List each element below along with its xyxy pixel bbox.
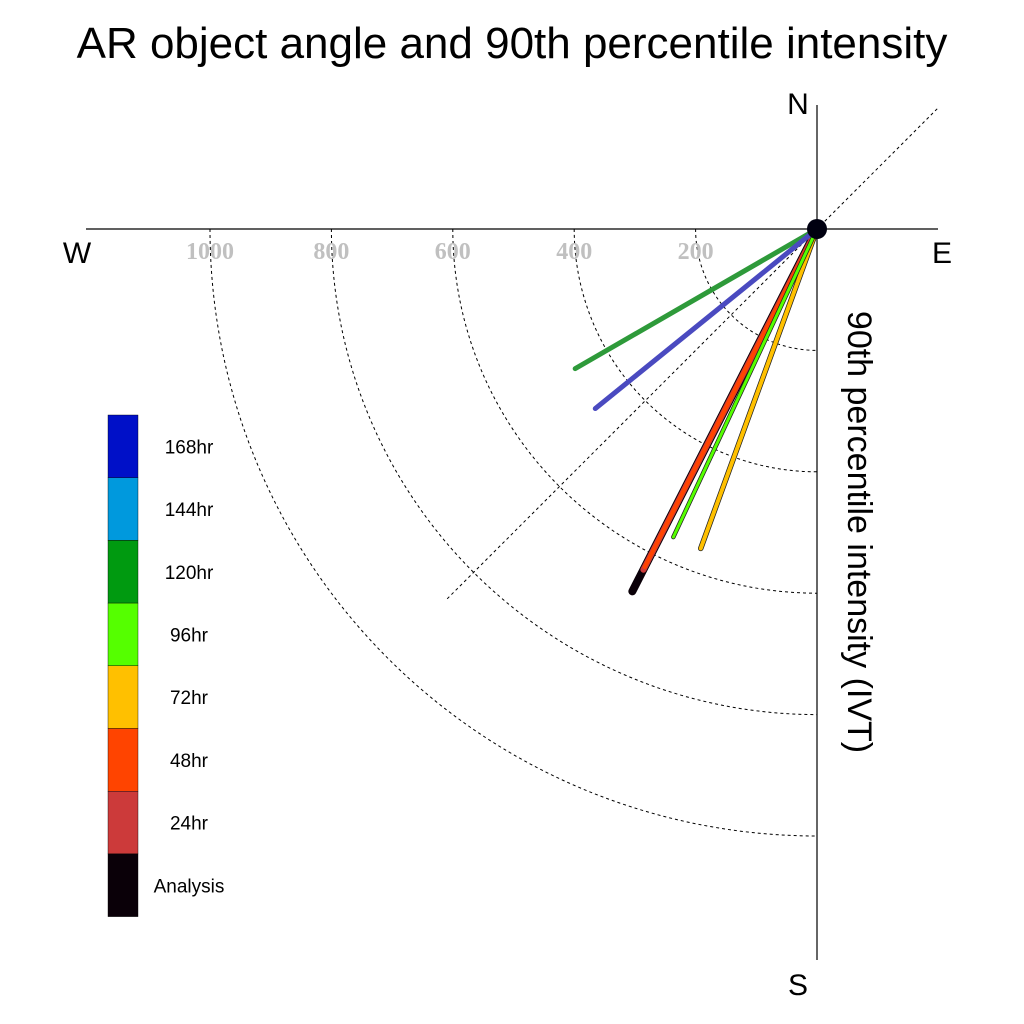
legend-label-96hr: 96hr	[170, 625, 209, 646]
legend-label-48hr: 48hr	[170, 751, 209, 772]
origin-marker	[807, 219, 827, 239]
radial-axis-label: 90th percentile intensity (IVT)	[840, 311, 878, 753]
tick-label-400: 400	[556, 239, 592, 265]
vector-168hr	[592, 226, 820, 412]
grid-arc-200	[695, 228, 818, 351]
vector-72hr	[698, 227, 819, 551]
east-label: E	[932, 237, 952, 270]
legend-swatch-144hr	[107, 477, 139, 541]
legend-swatch-168hr	[107, 414, 139, 478]
vector-layer	[572, 225, 821, 596]
vector-96hr	[671, 227, 819, 539]
west-label: W	[63, 237, 92, 270]
legend-swatch-24hr	[107, 791, 139, 855]
south-label: S	[788, 969, 808, 1002]
legend-label-Analysis: Analysis	[154, 876, 225, 897]
north-label: N	[787, 88, 809, 121]
vector-120hr	[572, 226, 820, 372]
legend-swatch-96hr	[107, 602, 139, 666]
radial-tick-labels: 200 400 600 800 1000	[186, 239, 714, 265]
grid-layer	[209, 108, 938, 837]
tick-label-200: 200	[678, 239, 714, 265]
legend-label-120hr: 120hr	[165, 563, 214, 584]
legend-swatch-120hr	[107, 540, 139, 604]
legend-label-168hr: 168hr	[165, 437, 214, 458]
chart-title: AR object angle and 90th percentile inte…	[77, 19, 948, 68]
legend-label-24hr: 24hr	[170, 814, 209, 835]
tick-label-600: 600	[435, 239, 471, 265]
tick-label-1000: 1000	[186, 239, 234, 265]
grid-arc-600	[452, 228, 818, 594]
grid-arc-800	[330, 228, 818, 716]
legend-swatch-72hr	[107, 665, 139, 729]
color-legend: 168hr 144hr 120hr 96hr 72hr 48hr 24hr Analysis	[107, 414, 225, 917]
legend-swatch-Analysis	[107, 853, 139, 917]
grid-arc-1000	[209, 228, 818, 837]
legend-label-144hr: 144hr	[165, 500, 214, 521]
legend-label-72hr: 72hr	[170, 688, 209, 709]
legend-swatch-48hr	[107, 728, 139, 792]
guide-line-45	[445, 108, 938, 601]
tick-label-800: 800	[313, 239, 349, 265]
grid-arc-400	[573, 228, 818, 473]
